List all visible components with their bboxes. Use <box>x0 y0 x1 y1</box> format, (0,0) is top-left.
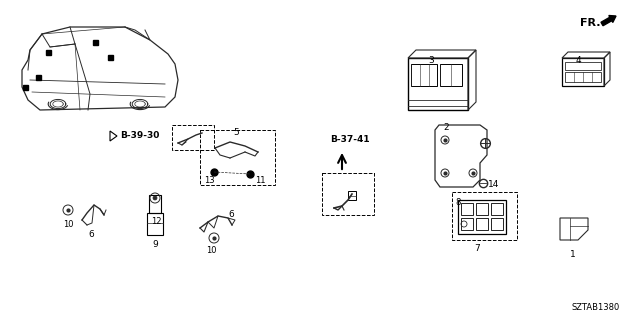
Bar <box>93 39 97 44</box>
Bar <box>322 173 374 215</box>
Text: 10: 10 <box>63 220 74 229</box>
Bar <box>562 58 604 86</box>
Bar <box>172 125 214 150</box>
Bar <box>476 203 488 215</box>
Text: 6: 6 <box>88 230 93 239</box>
Bar <box>45 50 51 54</box>
Text: 14: 14 <box>488 180 499 189</box>
Text: 2: 2 <box>443 123 449 132</box>
Bar <box>35 75 40 79</box>
Bar <box>458 200 506 234</box>
Bar <box>440 64 462 86</box>
Bar <box>476 218 488 230</box>
Text: 13: 13 <box>204 176 214 185</box>
Text: 12: 12 <box>151 217 161 226</box>
FancyArrow shape <box>601 15 616 26</box>
Bar <box>348 191 356 200</box>
Bar <box>452 192 517 240</box>
Text: 10: 10 <box>206 246 216 255</box>
Bar <box>491 203 503 215</box>
Text: 6: 6 <box>228 210 234 219</box>
Text: B-37-41: B-37-41 <box>330 135 370 144</box>
Bar <box>461 218 473 230</box>
Text: 3: 3 <box>428 56 434 65</box>
Text: 9: 9 <box>152 240 157 249</box>
Bar <box>565 62 601 70</box>
Text: B-39-30: B-39-30 <box>120 132 159 140</box>
Text: 5: 5 <box>233 128 239 137</box>
Bar <box>108 54 113 60</box>
Bar <box>200 130 275 185</box>
Circle shape <box>153 196 157 200</box>
Bar <box>408 58 468 110</box>
Text: 11: 11 <box>255 176 266 185</box>
Bar <box>149 195 161 213</box>
Bar <box>461 203 473 215</box>
Bar <box>491 218 503 230</box>
Bar <box>565 72 601 82</box>
Bar <box>147 213 163 235</box>
Bar <box>411 64 437 86</box>
Text: SZTAB1380: SZTAB1380 <box>572 303 620 312</box>
Text: 1: 1 <box>570 250 576 259</box>
Text: 8: 8 <box>455 198 460 207</box>
Text: FR.: FR. <box>580 18 600 28</box>
Bar <box>22 84 28 90</box>
Text: 4: 4 <box>576 56 582 65</box>
Text: 7: 7 <box>474 244 480 253</box>
